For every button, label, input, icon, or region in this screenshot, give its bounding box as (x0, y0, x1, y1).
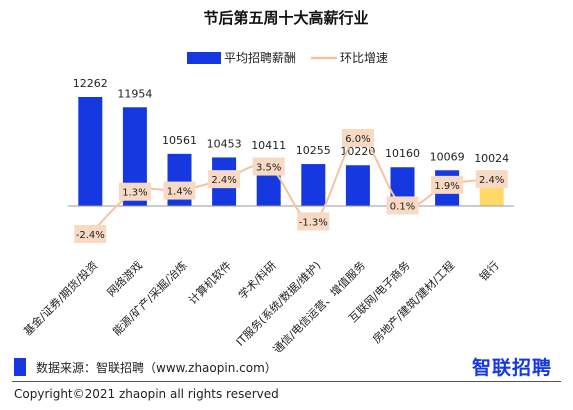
data-source-note: 数据来源：智联招聘（www.zhaopin.com） (36, 361, 277, 375)
brand-logo: 智联招聘 (472, 357, 553, 379)
growth-label-box (475, 170, 508, 189)
bar-value-label: 10411 (251, 139, 286, 152)
growth-label: -2.4% (74, 225, 107, 243)
chart-title: 节后第五周十大高薪行业 (203, 9, 368, 27)
growth-label-text: 1.9% (434, 181, 459, 192)
growth-label: 2.4% (208, 170, 241, 189)
growth-label: 6.0% (341, 129, 374, 147)
growth-label-box (297, 212, 330, 231)
legend-line-label: 环比增速 (340, 51, 388, 65)
growth-rate-labels: -2.4% 1.3% 1.4% 2.4% 3.5% -1.3% 6.0% 0.1% 1.9% 2.… (74, 129, 508, 243)
growth-label-text: 1.4% (167, 187, 192, 198)
category-label: IT服务(系统/数据/维护) (233, 258, 323, 348)
growth-label: 1.4% (163, 181, 196, 200)
legend-bar-label: 平均招聘薪酬 (224, 51, 296, 65)
growth-label-box (386, 196, 419, 215)
growth-label: -1.3% (297, 212, 330, 231)
bar-2 (122, 107, 147, 206)
copyright-text: Copyright©2021 zhaopin all rights reserv… (14, 387, 279, 401)
growth-label-box (208, 170, 241, 189)
growth-label-text: 2.4% (479, 175, 504, 186)
bar-value-label: 10453 (207, 137, 242, 150)
growth-label-text: -1.3% (299, 217, 328, 228)
category-label: 网络游戏 (104, 258, 145, 299)
source-marker (14, 358, 26, 376)
bar-value-label: 11954 (117, 87, 152, 100)
growth-label-text: -2.4% (76, 230, 105, 241)
category-label: 计算机软件 (185, 258, 234, 307)
bar-value-label: 10561 (162, 134, 197, 147)
legend-bar-swatch (187, 52, 221, 64)
bar-1 (78, 97, 103, 206)
bar-6 (301, 164, 326, 206)
chart-canvas: 节后第五周十大高薪行业 平均招聘薪酬 环比增速 12262 11954 10561 1… (20, 9, 514, 352)
growth-label-text: 3.5% (256, 163, 281, 174)
growth-label-box (341, 129, 374, 147)
growth-label: 1.9% (431, 175, 464, 194)
growth-label-text: 6.0% (345, 134, 370, 145)
category-label: 能源/矿产/采掘/冶炼 (110, 258, 190, 338)
growth-label-text: 2.4% (211, 175, 236, 186)
growth-label: 3.5% (252, 157, 285, 176)
growth-label-box (431, 175, 464, 194)
growth-label: 0.1% (386, 196, 419, 215)
growth-label-box (74, 225, 107, 243)
growth-label-box (163, 181, 196, 200)
growth-label: 1.3% (118, 182, 151, 201)
bar-7 (345, 165, 370, 206)
bar-value-label: 10160 (385, 147, 420, 160)
legend: 平均招聘薪酬 环比增速 (187, 51, 388, 65)
category-label: 基金/证券/期货/投资 (20, 258, 100, 338)
bar-value-label: 10069 (430, 150, 465, 163)
bar-value-label: 10255 (296, 144, 331, 157)
bar-value-label: 12262 (73, 77, 108, 90)
growth-label-text: 0.1% (390, 201, 415, 212)
growth-label-text: 1.3% (122, 188, 147, 199)
growth-label-box (118, 182, 151, 201)
category-label: 银行 (476, 258, 501, 283)
growth-label: 2.4% (475, 170, 508, 189)
bar-value-label: 10024 (474, 152, 509, 165)
category-label: 房地产/建筑/建材/工程 (369, 258, 457, 346)
category-label: 学术/科研 (235, 258, 279, 302)
growth-label-box (252, 157, 285, 176)
footer-divider (12, 381, 561, 382)
